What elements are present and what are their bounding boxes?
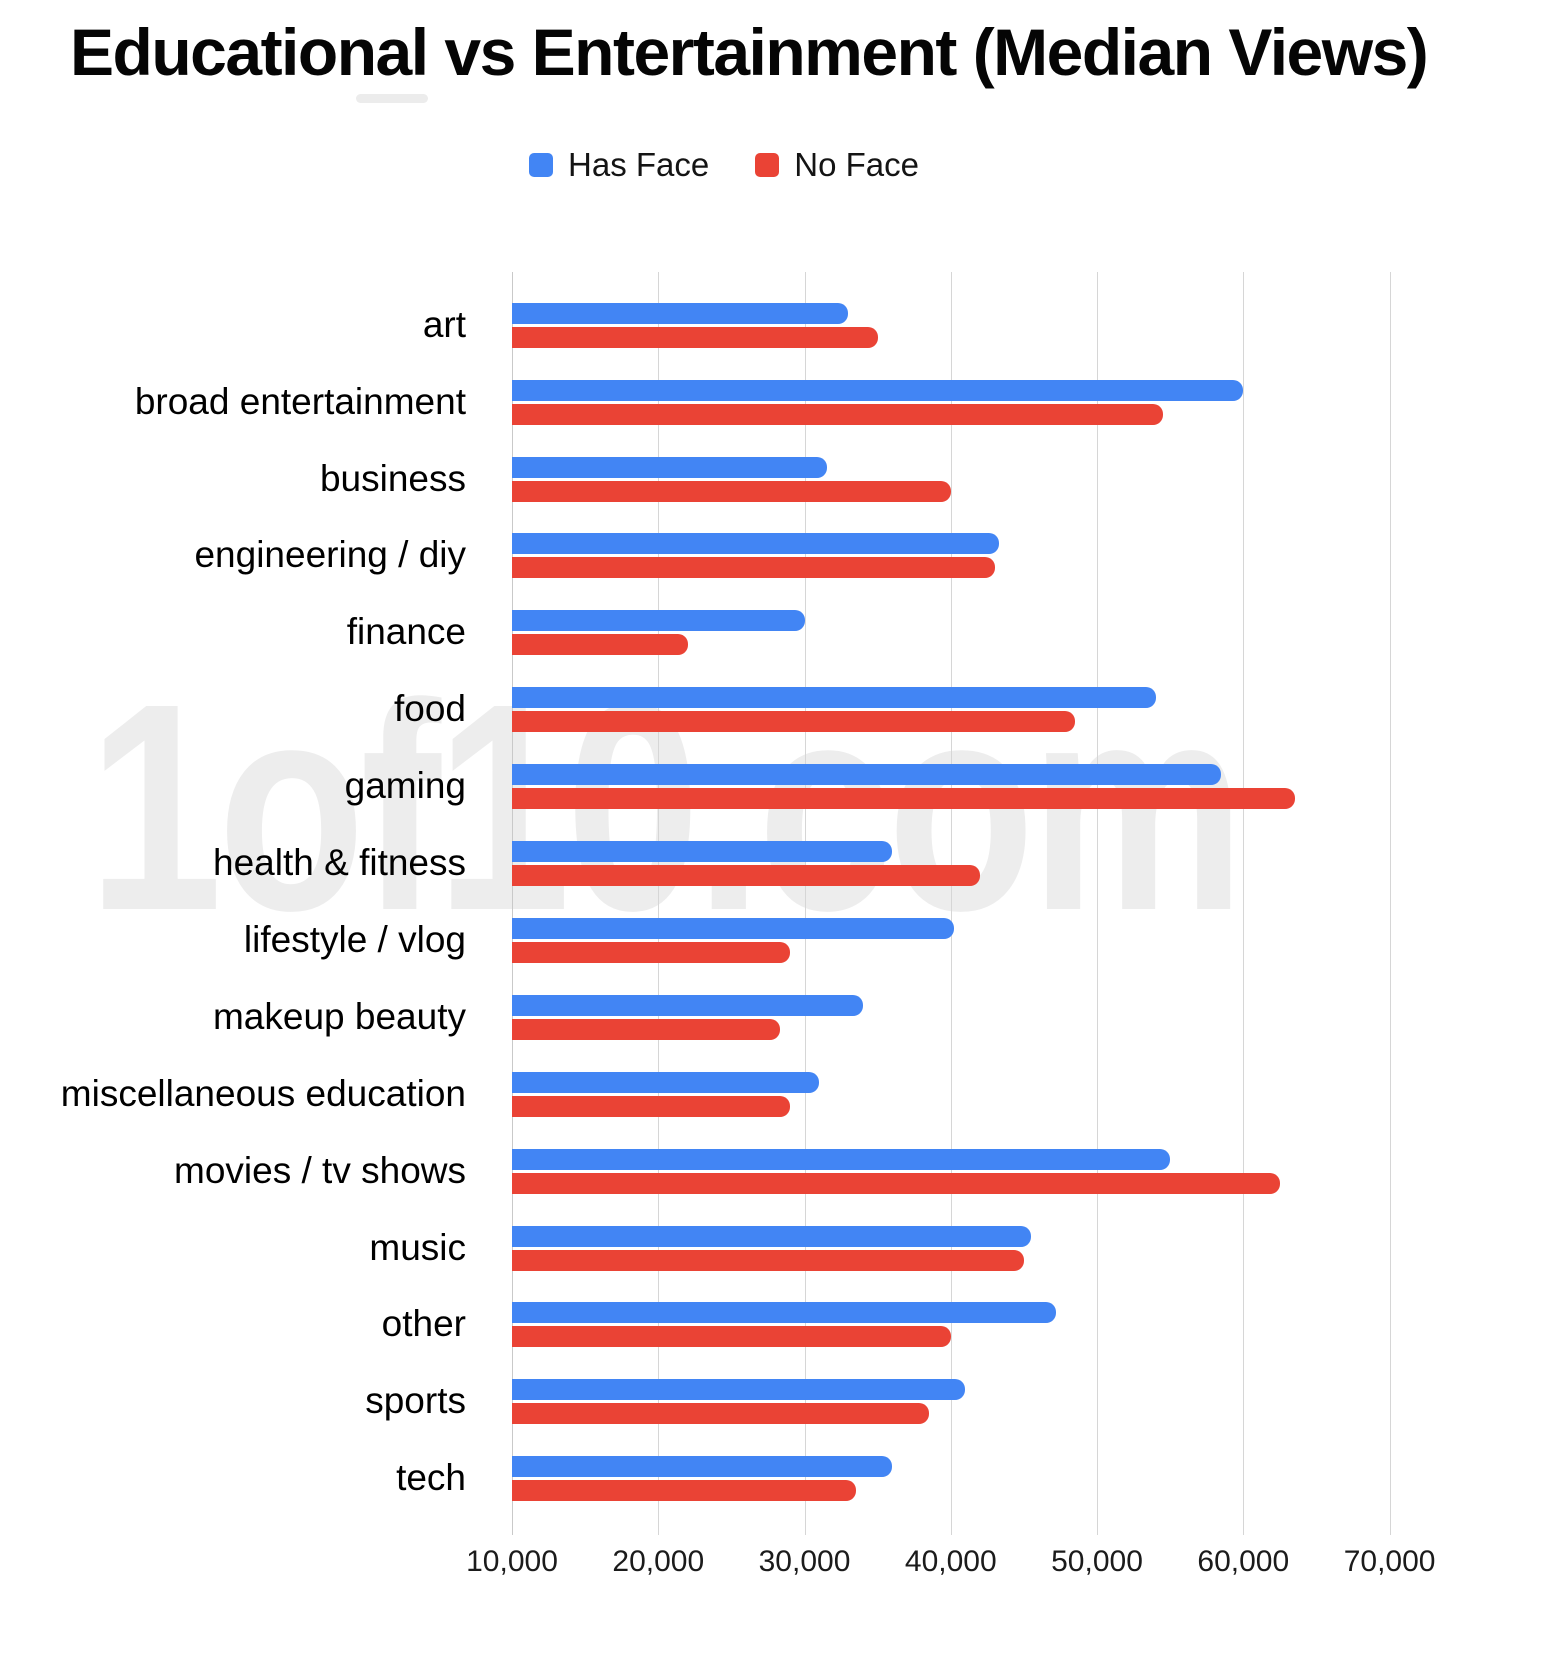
bar-no-face-movies-tv-shows — [512, 1172, 1280, 1194]
bar-no-face-engineering-diy — [512, 557, 995, 579]
bar-has-face-lifestyle-vlog — [512, 917, 954, 939]
legend-label-no-face: No Face — [794, 146, 919, 183]
gridline-60000 — [1243, 272, 1245, 1535]
bar-has-face-food — [512, 687, 1156, 709]
legend-label-has-face: Has Face — [568, 146, 710, 183]
bar-no-face-lifestyle-vlog — [512, 941, 790, 963]
x-tick-label: 50,000 — [1051, 1545, 1143, 1578]
bar-no-face-makeup-beauty — [512, 1018, 780, 1040]
bar-no-face-business — [512, 480, 951, 502]
bar-no-face-art — [512, 326, 878, 348]
category-label-gaming: gaming — [344, 765, 466, 807]
bar-no-face-finance — [512, 634, 688, 656]
bar-no-face-miscellaneous-education — [512, 1095, 790, 1117]
category-label-sports: sports — [365, 1380, 466, 1422]
bar-has-face-engineering-diy — [512, 533, 999, 555]
bar-no-face-broad-entertainment — [512, 403, 1163, 425]
legend-item-has-face: Has Face — [529, 146, 709, 184]
bar-has-face-health-fitness — [512, 841, 893, 862]
x-tick-label: 60,000 — [1197, 1545, 1290, 1578]
bar-no-face-sports — [512, 1403, 929, 1425]
category-label-art: art — [422, 303, 466, 345]
category-label-health-fitness: health & fitness — [213, 842, 466, 883]
gridline-70000 — [1389, 272, 1391, 1535]
bar-has-face-tech — [512, 1456, 893, 1478]
bar-has-face-makeup-beauty — [512, 994, 863, 1016]
bar-has-face-other — [512, 1302, 1057, 1324]
bar-has-face-finance — [512, 610, 805, 632]
gridline-30000 — [804, 272, 806, 1535]
bar-has-face-miscellaneous-education — [512, 1071, 820, 1093]
bar-no-face-other — [512, 1326, 951, 1348]
gridline-40000 — [950, 272, 952, 1535]
category-label-lifestyle-vlog: lifestyle / vlog — [243, 918, 466, 960]
legend: Has Face No Face — [0, 146, 1448, 184]
bar-no-face-music — [512, 1249, 1024, 1271]
no-face-swatch-icon — [755, 153, 780, 177]
bar-has-face-business — [512, 456, 827, 478]
category-label-broad-entertainment: broad entertainment — [134, 380, 466, 422]
x-tick-label: 10,000 — [466, 1545, 558, 1578]
category-label-tech: tech — [396, 1457, 466, 1499]
gridline-20000 — [658, 272, 660, 1535]
category-label-business: business — [319, 457, 466, 499]
bar-has-face-art — [512, 302, 849, 324]
has-face-swatch-icon — [529, 153, 554, 177]
x-tick-label: 40,000 — [904, 1545, 997, 1578]
category-label-engineering-diy: engineering / diy — [194, 534, 466, 576]
category-label-movies-tv-shows: movies / tv shows — [174, 1149, 466, 1191]
category-label-other: other — [381, 1303, 466, 1345]
bar-has-face-music — [512, 1225, 1032, 1247]
category-label-food: food — [393, 688, 466, 730]
bar-no-face-food — [512, 711, 1076, 733]
bar-no-face-tech — [512, 1480, 856, 1502]
legend-item-no-face: No Face — [755, 146, 919, 184]
gridline-10000 — [512, 272, 513, 1535]
bar-no-face-gaming — [512, 788, 1295, 810]
plot-area: 10,000 20,000 30,000 40,000 50,000 60,000 70,0… — [466, 272, 1470, 1578]
x-tick-label: 70,000 — [1343, 1545, 1436, 1578]
chart-title: Educational vs Entertainment (Median Vie… — [70, 15, 1429, 89]
bar-has-face-sports — [512, 1379, 966, 1401]
watermark-smudge — [356, 94, 428, 103]
category-label-makeup-beauty: makeup beauty — [212, 995, 466, 1037]
category-label-miscellaneous-education: miscellaneous education — [60, 1072, 466, 1114]
category-label-music: music — [369, 1226, 466, 1268]
x-tick-label: 30,000 — [758, 1545, 851, 1578]
gridline-50000 — [1097, 272, 1098, 1535]
x-tick-label: 20,000 — [612, 1545, 705, 1578]
bar-no-face-health-fitness — [512, 865, 980, 886]
bar-has-face-gaming — [512, 764, 1222, 786]
category-label-finance: finance — [346, 611, 466, 653]
bar-has-face-broad-entertainment — [512, 379, 1244, 401]
bar-has-face-movies-tv-shows — [512, 1148, 1171, 1170]
